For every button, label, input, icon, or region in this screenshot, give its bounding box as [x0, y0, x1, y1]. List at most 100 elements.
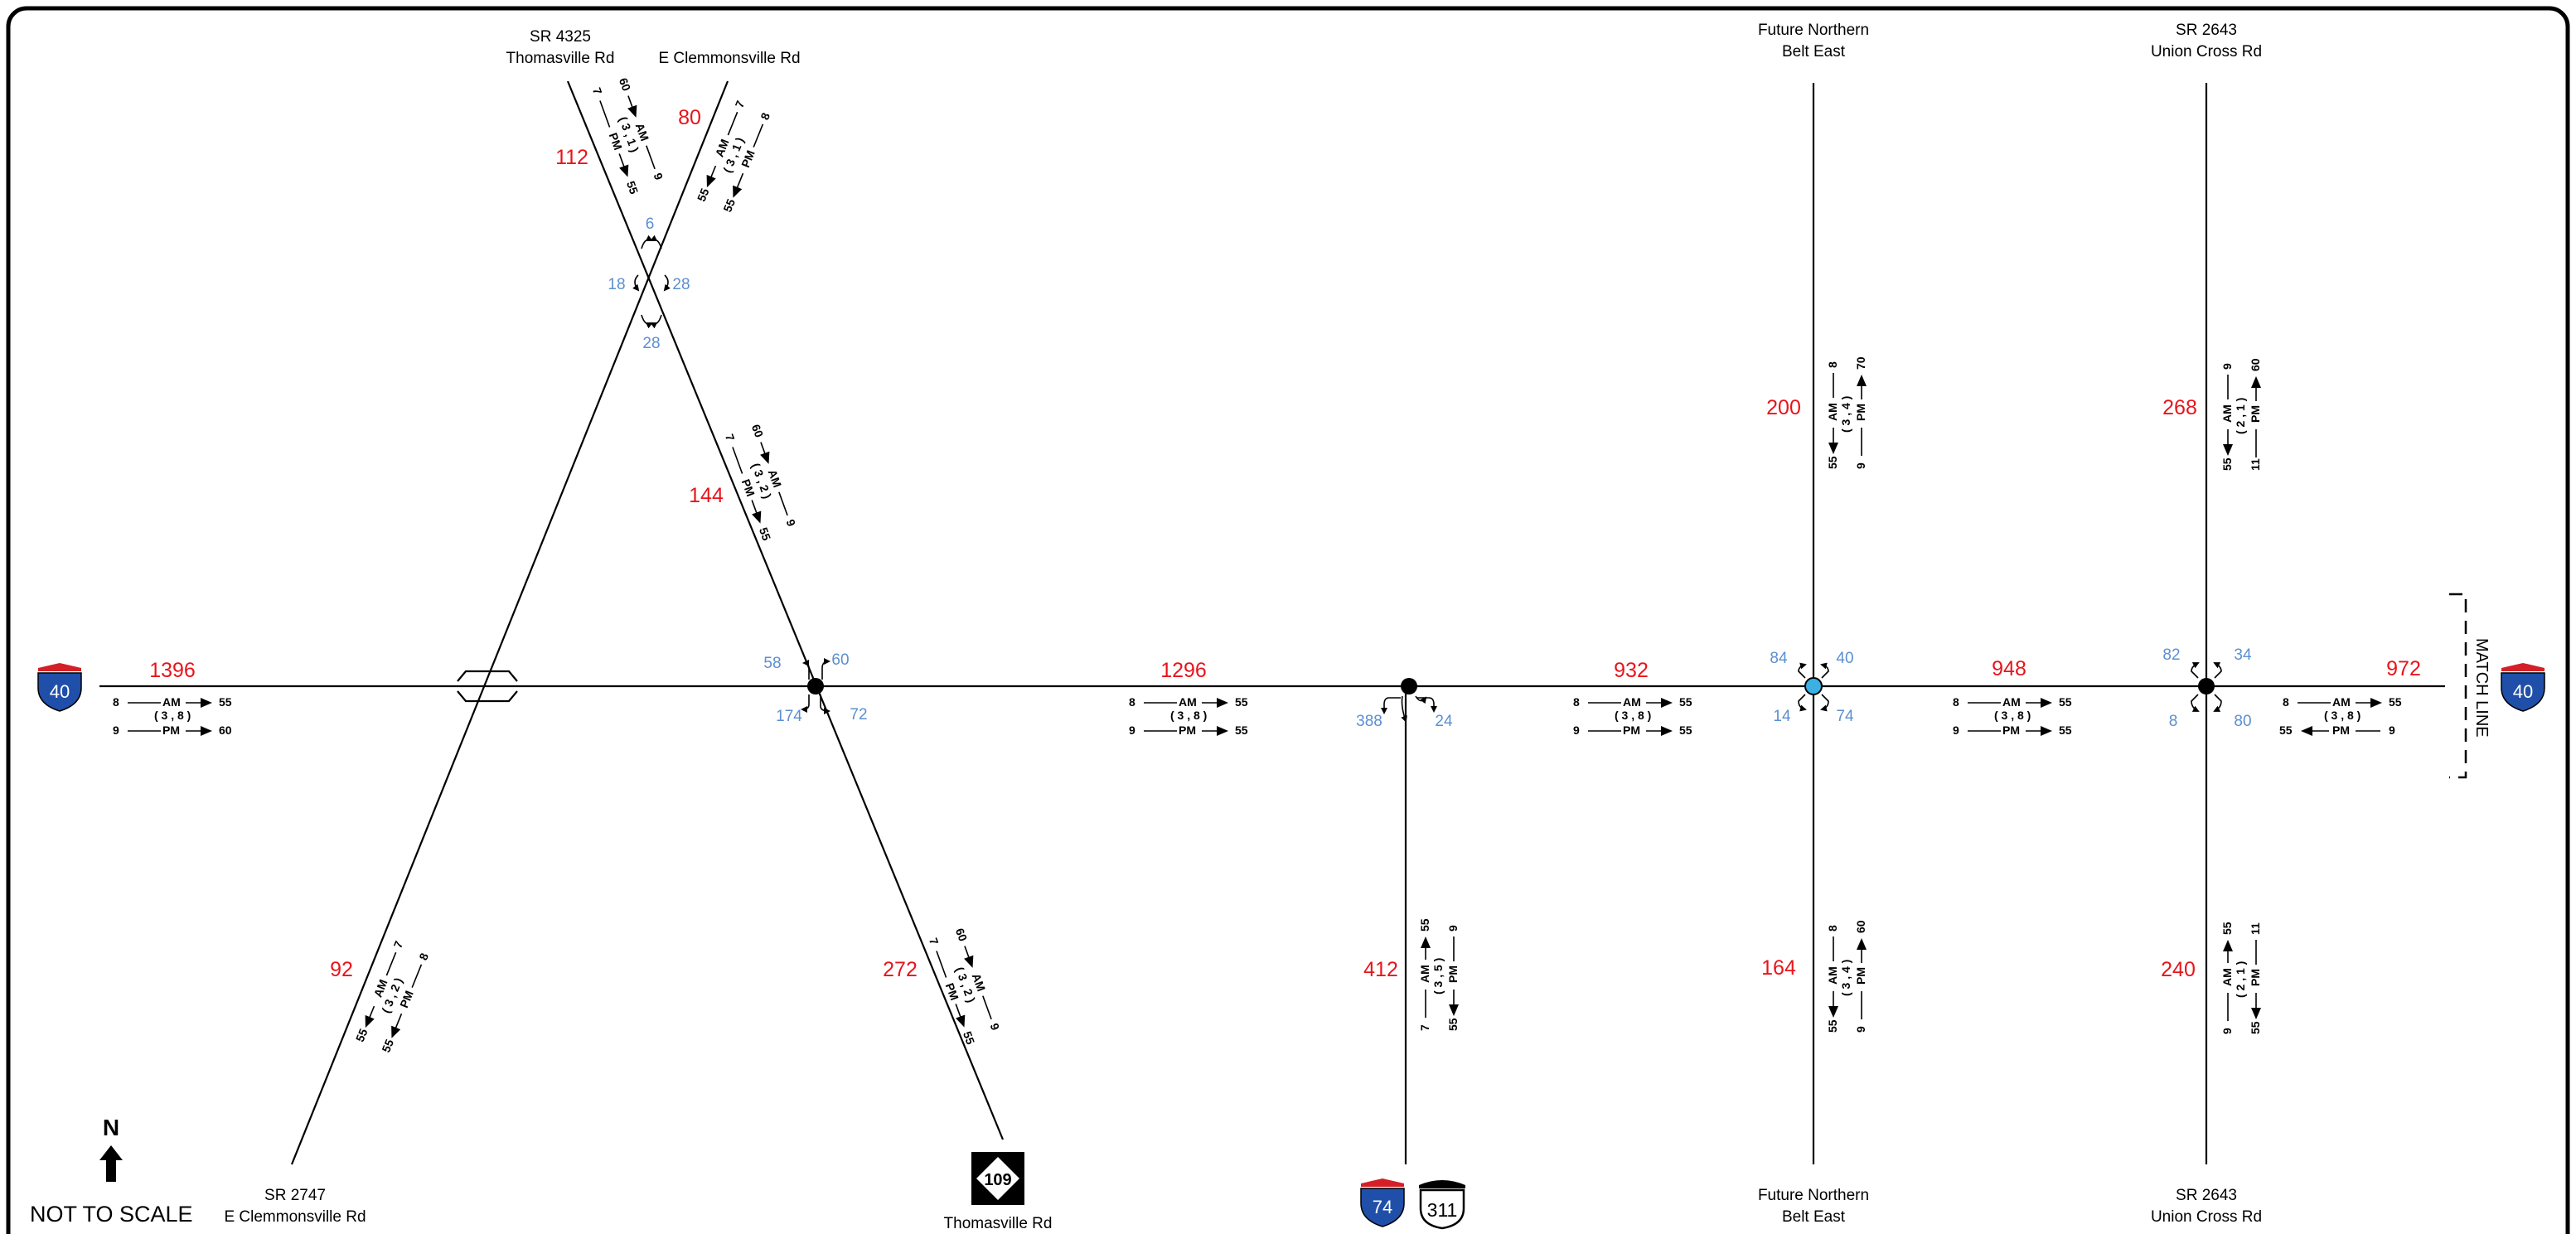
svg-text:PM: PM	[397, 989, 416, 1009]
match-line-label: MATCH LINE	[2472, 638, 2491, 738]
svg-text:8: 8	[758, 110, 772, 121]
volume-label: 1396	[149, 659, 196, 682]
svg-text:55: 55	[1679, 723, 1692, 737]
turn-volume: 60	[831, 651, 849, 669]
svg-text:( 2 , 1 ): ( 2 , 1 )	[2234, 398, 2247, 434]
svg-text:7: 7	[1418, 1024, 1431, 1031]
svg-text:AM: AM	[1826, 403, 1839, 421]
ksd-block-union-s: 9 AM 55 ( 2 , 1 ) 55 PM 11	[2220, 922, 2262, 1034]
svg-text:PM: PM	[162, 723, 180, 737]
svg-text:7: 7	[723, 432, 738, 443]
volume-label: 272	[883, 958, 918, 981]
svg-text:74: 74	[1373, 1197, 1392, 1217]
road-label: Thomasville Rd	[944, 1215, 1053, 1232]
svg-text:AM: AM	[2332, 695, 2351, 709]
svg-text:( 3 , 8 ): ( 3 , 8 )	[154, 709, 191, 722]
svg-text:55: 55	[1826, 456, 1839, 469]
svg-text:9: 9	[2220, 1028, 2234, 1034]
i40-shield-icon: 40	[2501, 663, 2545, 712]
svg-text:( 2 , 1 ): ( 2 , 1 )	[2234, 961, 2247, 998]
svg-text:55: 55	[2389, 695, 2402, 709]
volume-label: 144	[689, 484, 724, 507]
svg-text:PM: PM	[1854, 967, 1867, 985]
svg-text:55: 55	[1418, 918, 1431, 932]
svg-text:55: 55	[353, 1027, 370, 1044]
svg-text:AM: AM	[766, 467, 784, 489]
turn-volume: 58	[763, 655, 781, 672]
north-arrow-icon: N	[99, 1115, 123, 1182]
ksd-block-i40-b: 8 AM 55 ( 3 , 8 ) 9 PM 55	[1129, 695, 1248, 737]
turn-volume: 84	[1770, 650, 1788, 667]
road-label: SR 4325	[530, 28, 591, 46]
svg-text:9: 9	[1446, 925, 1460, 932]
svg-text:AM: AM	[970, 971, 988, 993]
svg-text:PM: PM	[1446, 965, 1460, 983]
match-line: MATCH LINE	[2449, 593, 2491, 779]
volume-label: 240	[2161, 958, 2196, 981]
svg-text:8: 8	[416, 951, 431, 961]
svg-text:9: 9	[651, 171, 666, 181]
ksd-block-thom-mid: 60 AM 9 ( 3 , 2 ) 7 PM 55	[723, 423, 799, 543]
svg-text:9: 9	[1129, 723, 1135, 737]
svg-text:40: 40	[2513, 681, 2533, 702]
ksd-block-i40-e: 8 AM 55 ( 3 , 8 ) 55 PM 9	[2279, 695, 2402, 737]
ksd-block-eclem: 55 AM 7 ( 3 , 1 ) 55 PM 8	[695, 99, 772, 214]
svg-text:9: 9	[2389, 723, 2395, 737]
svg-text:AM: AM	[2002, 695, 2021, 709]
svg-text:60: 60	[953, 927, 970, 943]
svg-text:PM: PM	[1179, 723, 1196, 737]
road-label: SR 2643	[2176, 22, 2237, 39]
svg-text:PM: PM	[2249, 405, 2262, 423]
svg-text:9: 9	[1573, 723, 1580, 737]
svg-text:( 3 , 5 ): ( 3 , 5 )	[1431, 958, 1445, 994]
svg-text:AM: AM	[2220, 404, 2234, 423]
turn-volume: 40	[1836, 650, 1853, 667]
svg-text:311: 311	[1427, 1199, 1458, 1221]
ksd-block-future-s: 55 AM 8 ( 3 , 4 ) 9 PM 60	[1826, 920, 1867, 1033]
svg-text:8: 8	[1129, 695, 1135, 709]
svg-text:PM: PM	[739, 477, 758, 498]
svg-text:9: 9	[113, 723, 119, 737]
svg-text:109: 109	[984, 1171, 1011, 1189]
svg-text:9: 9	[2220, 363, 2234, 370]
i74-shield-icon: 74	[1360, 1178, 1405, 1227]
turn-volume: 74	[1836, 708, 1854, 725]
turn-volume: 18	[608, 276, 625, 293]
svg-text:8: 8	[1826, 925, 1839, 932]
svg-text:8: 8	[1826, 361, 1839, 368]
turn-volume: 14	[1773, 708, 1791, 725]
ksd-block-union-n: 55 AM 9 ( 2 , 1 ) 11 PM 60	[2220, 358, 2262, 471]
ksd-block-i74: 7 AM 55 ( 3 , 5 ) 55 PM 9	[1418, 918, 1460, 1031]
volume-label: 200	[1766, 396, 1801, 419]
svg-text:40: 40	[50, 681, 70, 702]
road-label: Union Cross Rd	[2151, 1208, 2262, 1226]
ksd-block-thom-s: 60 AM 9 ( 3 , 2 ) 7 PM 55	[927, 927, 1002, 1047]
svg-text:55: 55	[1235, 723, 1248, 737]
svg-text:( 3 , 8 ): ( 3 , 8 )	[2324, 709, 2361, 722]
volume-label: 412	[1363, 958, 1398, 981]
volume-label: 1296	[1160, 659, 1207, 682]
svg-text:55: 55	[1235, 695, 1248, 709]
svg-text:60: 60	[749, 423, 766, 439]
road-label: Future Northern	[1758, 1187, 1869, 1204]
svg-text:AM: AM	[713, 137, 732, 158]
svg-text:9: 9	[784, 517, 799, 528]
svg-text:55: 55	[2220, 457, 2234, 471]
intersection-node-future	[1804, 677, 1823, 695]
road-label: E Clemmonsville Rd	[224, 1208, 366, 1226]
svg-text:7: 7	[927, 936, 942, 946]
svg-text:55: 55	[757, 525, 773, 542]
svg-text:55: 55	[624, 179, 641, 196]
volume-label: 92	[330, 958, 353, 981]
svg-text:70: 70	[1854, 356, 1867, 370]
svg-text:AM: AM	[2220, 968, 2234, 986]
svg-text:PM: PM	[1623, 723, 1640, 737]
svg-text:60: 60	[617, 76, 633, 93]
volume-label: 932	[1614, 659, 1649, 682]
svg-text:( 3 , 8 ): ( 3 , 8 )	[1170, 709, 1207, 722]
ksd-block-i40-c: 8 AM 55 ( 3 , 8 ) 9 PM 55	[1573, 695, 1692, 737]
svg-text:55: 55	[379, 1037, 396, 1054]
svg-text:PM: PM	[2332, 723, 2350, 737]
